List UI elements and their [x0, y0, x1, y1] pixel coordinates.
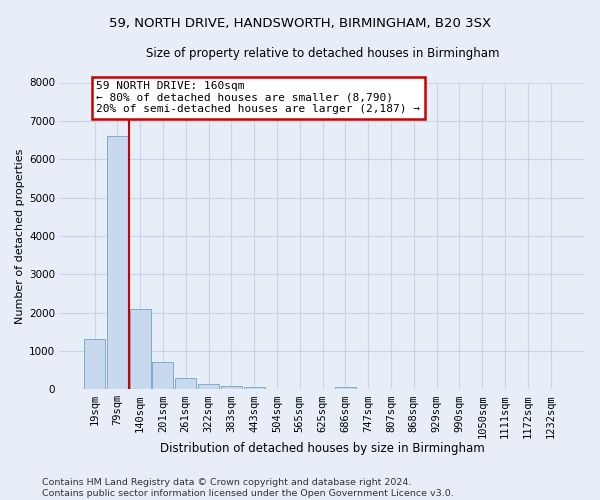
- X-axis label: Distribution of detached houses by size in Birmingham: Distribution of detached houses by size …: [160, 442, 485, 455]
- Bar: [221, 386, 242, 389]
- Bar: [175, 378, 196, 389]
- Bar: [107, 136, 128, 389]
- Text: Contains HM Land Registry data © Crown copyright and database right 2024.
Contai: Contains HM Land Registry data © Crown c…: [42, 478, 454, 498]
- Bar: [152, 362, 173, 389]
- Text: 59, NORTH DRIVE, HANDSWORTH, BIRMINGHAM, B20 3SX: 59, NORTH DRIVE, HANDSWORTH, BIRMINGHAM,…: [109, 18, 491, 30]
- Title: Size of property relative to detached houses in Birmingham: Size of property relative to detached ho…: [146, 48, 499, 60]
- Bar: [198, 384, 219, 389]
- Text: 59 NORTH DRIVE: 160sqm
← 80% of detached houses are smaller (8,790)
20% of semi-: 59 NORTH DRIVE: 160sqm ← 80% of detached…: [97, 81, 421, 114]
- Bar: [84, 340, 105, 389]
- Y-axis label: Number of detached properties: Number of detached properties: [15, 148, 25, 324]
- Bar: [244, 387, 265, 389]
- Bar: [130, 308, 151, 389]
- Bar: [335, 387, 356, 389]
